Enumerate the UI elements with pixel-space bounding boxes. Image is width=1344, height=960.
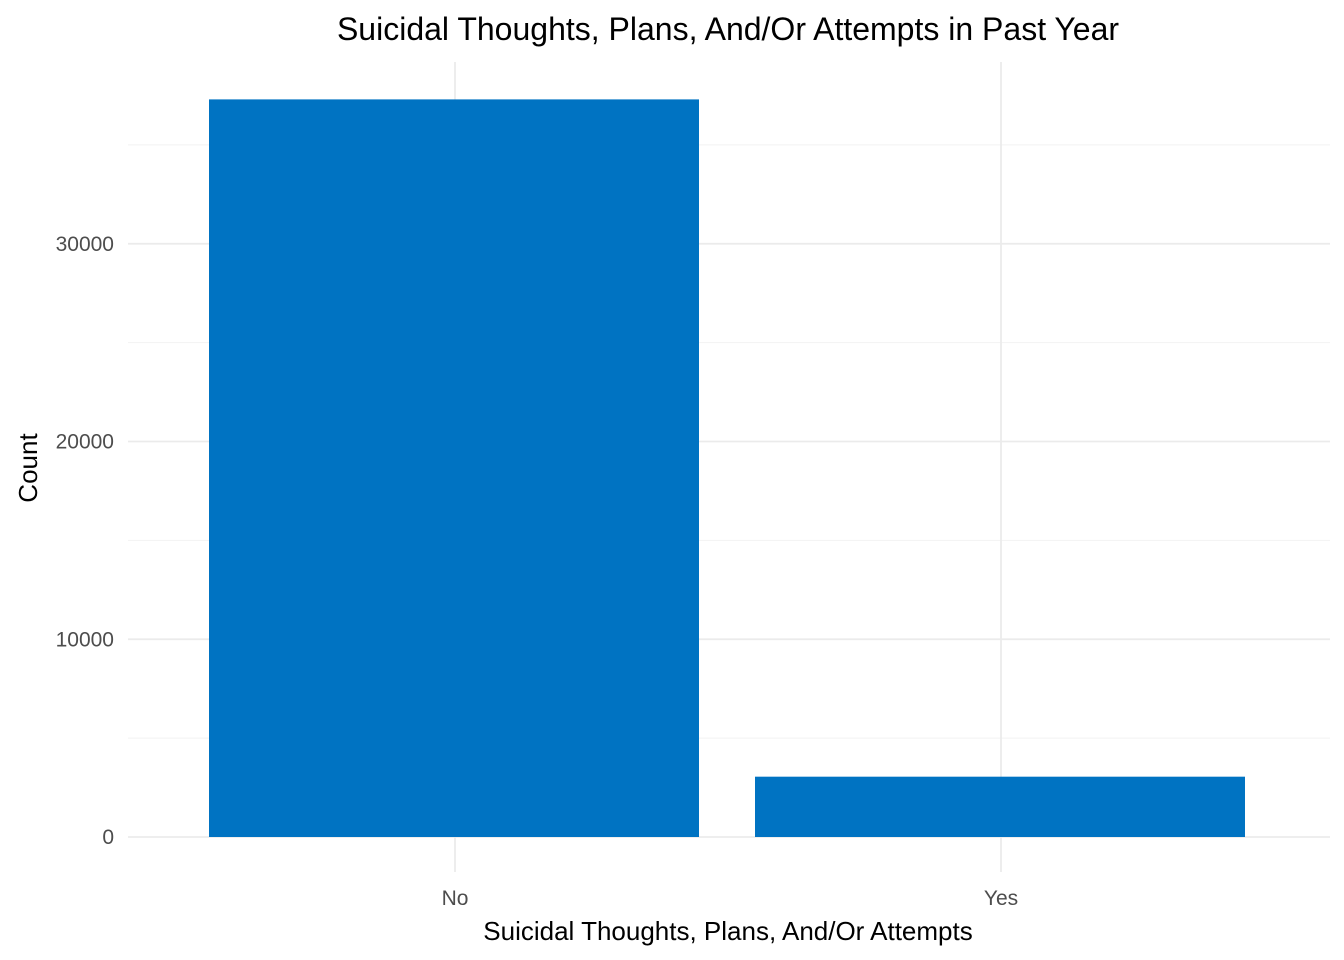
x-axis-ticks: No Yes — [442, 887, 1019, 910]
y-tick-label: 10000 — [56, 628, 114, 651]
y-tick-label: 20000 — [56, 431, 114, 454]
y-tick-label: 0 — [102, 826, 114, 849]
bar-no — [209, 99, 699, 837]
y-tick-label: 30000 — [56, 233, 114, 256]
y-axis-title: Count — [13, 433, 43, 503]
y-axis-ticks: 0 10000 20000 30000 — [56, 233, 114, 849]
x-axis-title: Suicidal Thoughts, Plans, And/Or Attempt… — [483, 916, 972, 946]
chart-title: Suicidal Thoughts, Plans, And/Or Attempt… — [337, 11, 1119, 47]
bar-yes — [755, 776, 1245, 837]
bars — [209, 99, 1245, 837]
x-tick-label: Yes — [984, 887, 1018, 910]
x-tick-label: No — [442, 887, 469, 910]
